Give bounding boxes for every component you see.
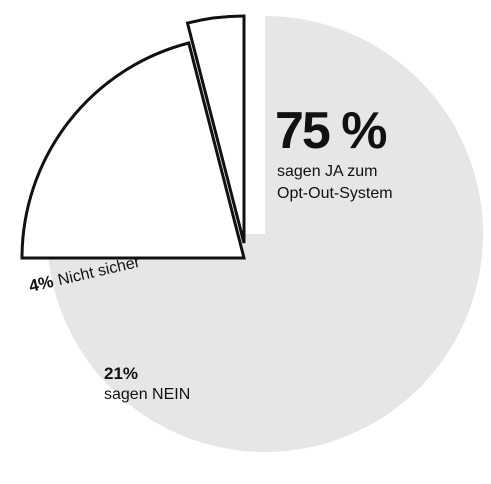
pie-slice-nein	[20, 41, 246, 260]
nein-percent-label: 21%	[104, 364, 138, 383]
unsure-percent-label: 4%	[27, 272, 55, 296]
ja-text-line-2: Opt-Out-System	[277, 185, 393, 202]
pie-slice-ja	[47, 16, 483, 452]
ja-text-line-1: sagen JA zum	[277, 163, 378, 180]
pie-slice-nicht-sicher	[185, 14, 246, 244]
ja-percent-label: 75 %	[275, 102, 386, 160]
nein-text-label: sagen NEIN	[104, 386, 190, 403]
